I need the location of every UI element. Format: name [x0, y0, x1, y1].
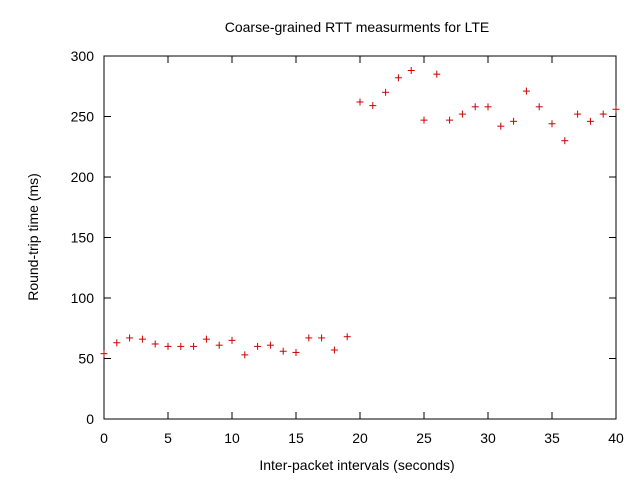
data-point — [510, 117, 518, 125]
plot-area-border — [103, 55, 617, 420]
data-points — [100, 67, 620, 359]
data-point — [446, 116, 454, 124]
data-point — [612, 105, 620, 113]
data-point — [164, 342, 172, 350]
data-point — [279, 347, 287, 355]
data-point — [548, 120, 556, 128]
x-tick-label: 10 — [224, 430, 240, 446]
data-point — [305, 334, 313, 342]
data-point — [497, 122, 505, 130]
y-axis-title: Round-trip time (ms) — [25, 173, 41, 301]
y-tick-label: 300 — [71, 48, 95, 64]
data-point — [151, 340, 159, 348]
data-point — [100, 350, 108, 358]
y-axis: 0 50 100 150 200 250 300 — [71, 48, 616, 427]
data-point — [343, 333, 351, 341]
data-point — [113, 339, 121, 347]
data-point — [292, 348, 300, 356]
y-tick-label: 50 — [78, 351, 94, 367]
data-point — [202, 335, 210, 343]
data-point — [420, 116, 428, 124]
data-point — [586, 117, 594, 125]
data-point — [177, 342, 185, 350]
x-tick-label: 25 — [416, 430, 432, 446]
x-tick-label: 35 — [544, 430, 560, 446]
chart-title: Coarse-grained RTT measurments for LTE — [225, 19, 490, 35]
y-tick-label: 100 — [71, 290, 95, 306]
data-point — [138, 335, 146, 343]
data-point — [369, 102, 377, 110]
y-tick-label: 0 — [86, 411, 94, 427]
data-point — [382, 88, 390, 96]
y-tick-label: 250 — [71, 109, 95, 125]
x-axis-title: Inter-packet intervals (seconds) — [259, 457, 454, 473]
data-point — [484, 103, 492, 111]
x-tick-label: 5 — [164, 430, 172, 446]
x-tick-label: 30 — [480, 430, 496, 446]
data-point — [330, 346, 338, 354]
y-tick-label: 200 — [71, 169, 95, 185]
data-point — [126, 334, 134, 342]
data-point — [433, 70, 441, 78]
data-point — [407, 67, 415, 75]
data-point — [356, 98, 364, 106]
x-axis: 0 5 10 15 20 25 30 35 40 — [100, 56, 624, 446]
x-tick-label: 20 — [352, 430, 368, 446]
data-point — [254, 342, 262, 350]
data-point — [458, 110, 466, 118]
x-tick-label: 15 — [288, 430, 304, 446]
data-point — [190, 342, 198, 350]
data-point — [599, 110, 607, 118]
x-tick-label: 40 — [608, 430, 624, 446]
data-point — [535, 103, 543, 111]
data-point — [228, 336, 236, 344]
data-point — [471, 103, 479, 111]
data-point — [266, 341, 274, 349]
data-point — [215, 341, 223, 349]
y-tick-label: 150 — [71, 230, 95, 246]
data-point — [318, 334, 326, 342]
data-point — [522, 87, 530, 95]
x-tick-label: 0 — [100, 430, 108, 446]
data-point — [561, 137, 569, 145]
data-point — [241, 351, 249, 359]
data-point — [394, 74, 402, 82]
data-point — [574, 110, 582, 118]
